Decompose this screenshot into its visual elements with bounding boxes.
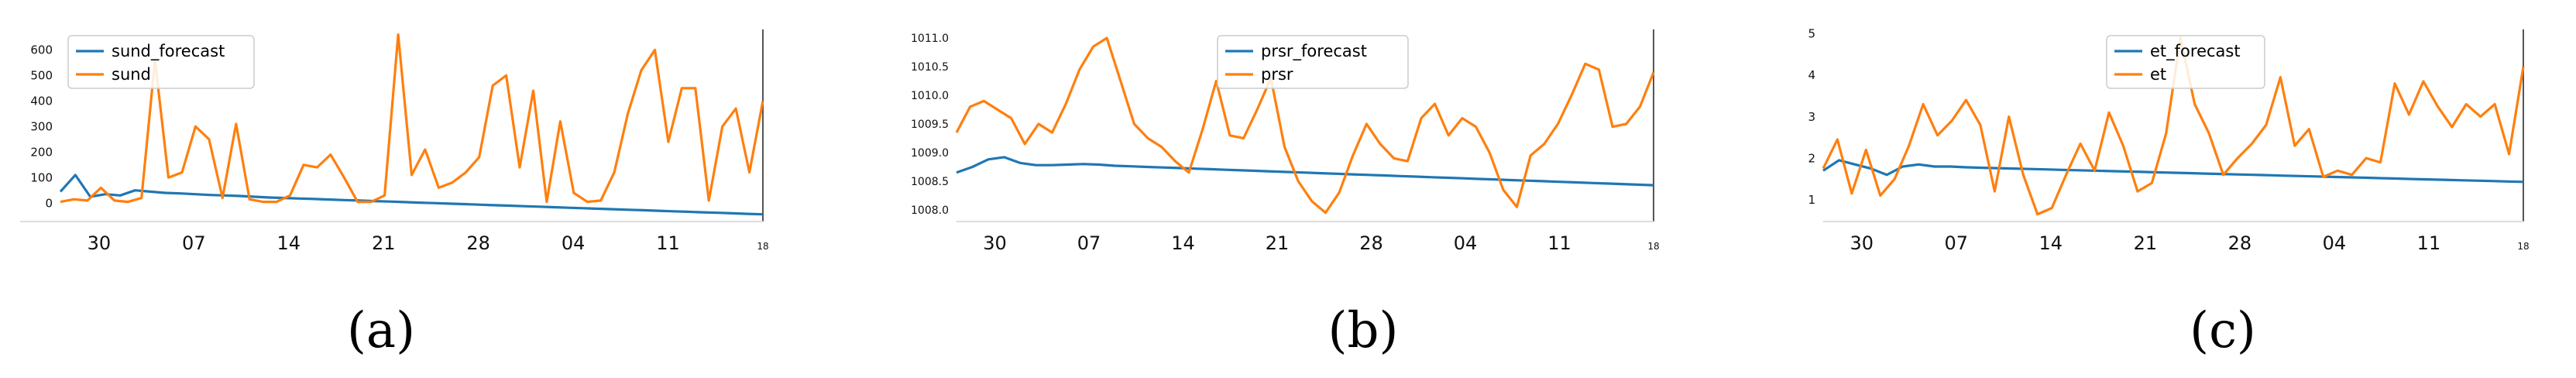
- x-tick-label: 07: [182, 232, 206, 254]
- y-tick-label: 1011.0: [911, 33, 949, 45]
- y-tick-label: 500: [30, 69, 53, 83]
- y-tick-label: 4: [1808, 68, 1815, 82]
- y-tick-label: 3: [1808, 110, 1815, 124]
- y-tick-label: 200: [30, 146, 53, 160]
- x-tick-label: 30: [983, 232, 1007, 254]
- x-tick-label: 21: [1266, 232, 1290, 254]
- x-tick-label: 18: [2517, 241, 2529, 252]
- legend-label: et: [2150, 65, 2166, 84]
- caption-b: (b): [1327, 302, 1399, 359]
- y-tick-label: 1008.5: [911, 176, 949, 188]
- caption-a: (a): [346, 302, 416, 359]
- x-tick-label: 04: [2323, 232, 2347, 254]
- series-line-sund-forecast: [59, 174, 764, 216]
- legend-label: sund_forecast: [112, 42, 225, 61]
- x-tick-label: 28: [2228, 232, 2252, 254]
- x-tick-label: 30: [88, 232, 112, 254]
- series-line-sund: [60, 33, 764, 204]
- y-tick-label: 1009.0: [911, 147, 949, 160]
- series-line-et-forecast: [1822, 159, 2524, 184]
- legend-label: prsr: [1261, 65, 1293, 84]
- x-tick-label: 11: [2417, 232, 2441, 254]
- x-tick-label: 28: [466, 232, 490, 254]
- y-tick-label: 1008.0: [911, 204, 949, 217]
- x-tick-label: 21: [2134, 232, 2158, 254]
- y-tick-label: 0: [45, 196, 53, 210]
- x-tick-label: 11: [656, 232, 680, 254]
- y-tick-label: 300: [30, 120, 53, 134]
- legend-box: [2106, 35, 2265, 89]
- y-tick-label: 400: [30, 94, 53, 108]
- x-tick-label: 11: [1547, 232, 1571, 254]
- chart-svg-b: 1008.0 1008.5 1009.0 1009.5 1010.0 1010.5 1011…: [911, 29, 1660, 254]
- y-tick-label: 1010.0: [911, 90, 949, 102]
- y-tick-label: 1010.5: [911, 61, 949, 74]
- y-tick-label: 600: [30, 43, 53, 57]
- chart-panel-a: 0 100 200 300 400 500 600 30 07 14 21 28 04 11 18 sund_…: [0, 0, 852, 378]
- y-tick-label: 100: [30, 170, 53, 184]
- x-tick-label: 04: [1454, 232, 1478, 254]
- legend-label: prsr_forecast: [1261, 42, 1367, 61]
- x-tick-label: 18: [757, 241, 768, 252]
- y-tick-label: 1: [1808, 193, 1815, 207]
- y-tick-label: 5: [1808, 27, 1815, 41]
- x-tick-label: 04: [562, 232, 586, 254]
- series-line-prsr-forecast: [956, 156, 1654, 187]
- x-tick-label: 14: [277, 232, 301, 254]
- series-line-prsr: [955, 36, 1655, 215]
- x-tick-label: 28: [1359, 232, 1383, 254]
- x-tick-label: 07: [1077, 232, 1101, 254]
- x-tick-label: 18: [1647, 241, 1659, 252]
- y-tick-label: 1009.5: [911, 119, 949, 131]
- caption-c: (c): [2190, 302, 2256, 359]
- chart-panel-b: 1008.0 1008.5 1009.0 1009.5 1010.0 1010.5 1011…: [867, 0, 1719, 378]
- x-tick-label: 14: [1171, 232, 1195, 254]
- x-tick-label: 21: [372, 232, 396, 254]
- x-tick-label: 14: [2039, 232, 2063, 254]
- y-tick-label: 2: [1808, 151, 1815, 165]
- chart-svg-a: 0 100 200 300 400 500 600 30 07 14 21 28 04 11 18 sund_…: [20, 29, 769, 254]
- x-tick-label: 07: [1944, 232, 1968, 254]
- legend-label: et_forecast: [2150, 42, 2241, 61]
- x-tick-label: 30: [1850, 232, 1874, 254]
- legend-box: [67, 35, 255, 89]
- legend-label: sund: [112, 65, 151, 84]
- legend-box: [1217, 35, 1409, 89]
